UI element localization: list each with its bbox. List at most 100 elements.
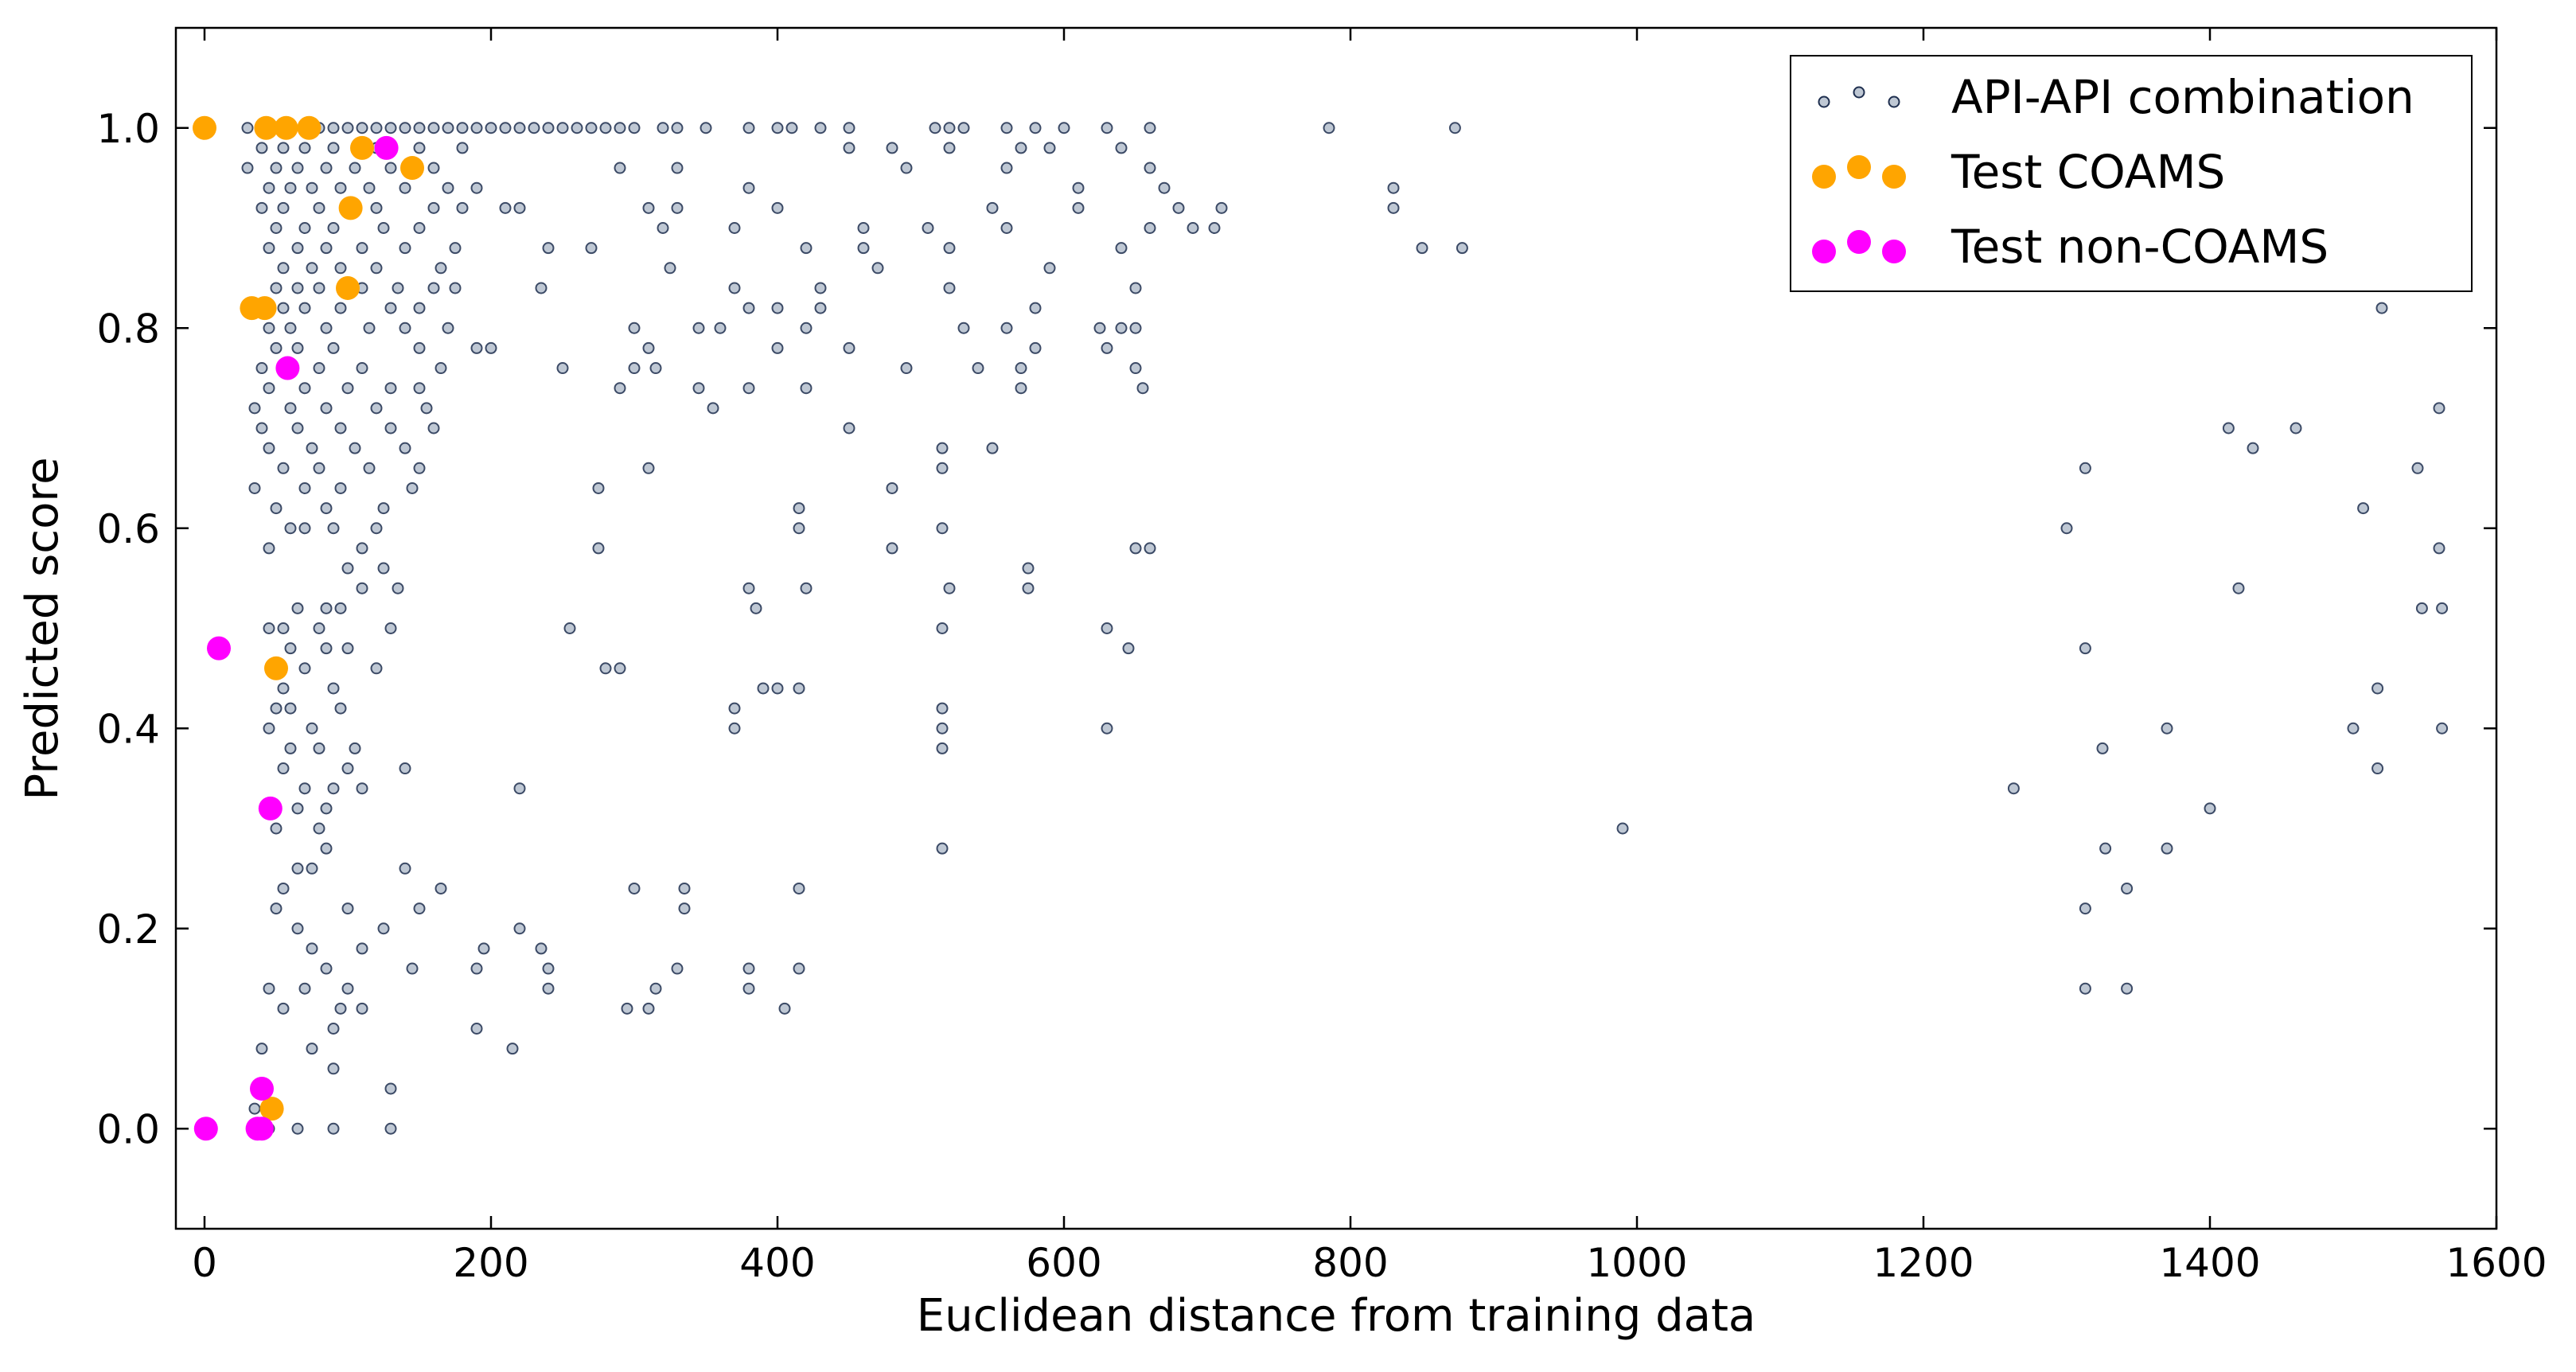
data-point [556,122,569,134]
data-point [657,122,669,134]
data-point [778,1002,791,1015]
data-point [384,122,397,134]
data-point [298,522,311,535]
data-point [291,802,304,815]
data-point [327,682,340,695]
data-point [929,122,941,134]
data-point [585,242,598,255]
data-point [263,242,275,255]
data-point [614,662,626,675]
data-point [284,402,297,415]
data-point [513,922,526,935]
data-point [1015,382,1027,395]
data-point [435,362,447,375]
data-point [327,782,340,795]
data-point [248,402,261,415]
data-point [1144,122,1156,134]
data-point [886,542,898,555]
data-point [614,122,626,134]
data-point [477,942,490,955]
data-point [384,382,397,395]
data-point [771,302,784,314]
data-point [843,142,855,154]
data-point [255,1043,268,1055]
data-point [284,322,297,334]
data-point [485,122,497,134]
test-point [275,356,300,380]
data-point [1043,262,1056,275]
data-point [370,262,383,275]
data-point [2007,782,2020,795]
data-point [2099,842,2112,855]
data-point [370,522,383,535]
data-point [413,462,426,474]
data-point [334,1002,347,1015]
data-point [1101,122,1113,134]
data-point [642,462,655,474]
data-point [700,122,712,134]
data-point [871,262,884,275]
data-point [291,162,304,174]
data-point [263,542,275,555]
data-point [2347,722,2360,735]
data-point [291,922,304,935]
data-point [341,982,354,995]
data-point [341,122,354,134]
data-point [263,722,275,735]
data-point [649,362,662,375]
data-point [1129,542,1142,555]
data-point [255,422,268,435]
data-point [936,742,949,754]
data-point [986,442,999,454]
data-point [241,122,254,134]
data-point [298,982,311,995]
data-point [377,922,390,935]
data-point [2121,982,2134,995]
data-point [943,142,956,154]
data-point [313,822,325,835]
data-point [327,222,340,234]
data-point [298,662,311,675]
data-point [671,122,684,134]
data-point [771,201,784,214]
data-point [506,1043,519,1055]
data-point [241,162,254,174]
data-point [298,302,311,314]
data-point [972,362,984,375]
test-point [193,1117,218,1141]
legend-marker [1812,240,1836,263]
data-point [255,201,268,214]
data-point [1208,222,1221,234]
data-point [742,982,755,995]
data-point [277,201,290,214]
data-point [2121,882,2134,895]
data-point [306,862,318,875]
data-point [936,842,949,855]
data-point [793,682,805,695]
data-point [628,122,641,134]
data-point [277,762,290,775]
test-point [400,156,424,181]
data-point [649,982,662,995]
data-point [327,122,340,134]
data-point [563,622,576,634]
data-point [1058,122,1070,134]
data-point [2222,422,2235,435]
data-point [313,462,325,474]
data-point [270,162,283,174]
data-point [2433,542,2445,555]
data-point [750,602,762,614]
data-point [442,122,454,134]
legend-marker [1847,155,1871,179]
data-point [542,962,555,975]
data-point [678,882,691,895]
data-point [1215,201,1228,214]
data-point [320,242,333,255]
data-point [413,142,426,154]
data-point [377,562,390,575]
data-point [2204,802,2216,815]
data-point [306,1043,318,1055]
legend-marker [1818,95,1830,108]
data-point [2375,302,2388,314]
data-point [470,341,483,354]
